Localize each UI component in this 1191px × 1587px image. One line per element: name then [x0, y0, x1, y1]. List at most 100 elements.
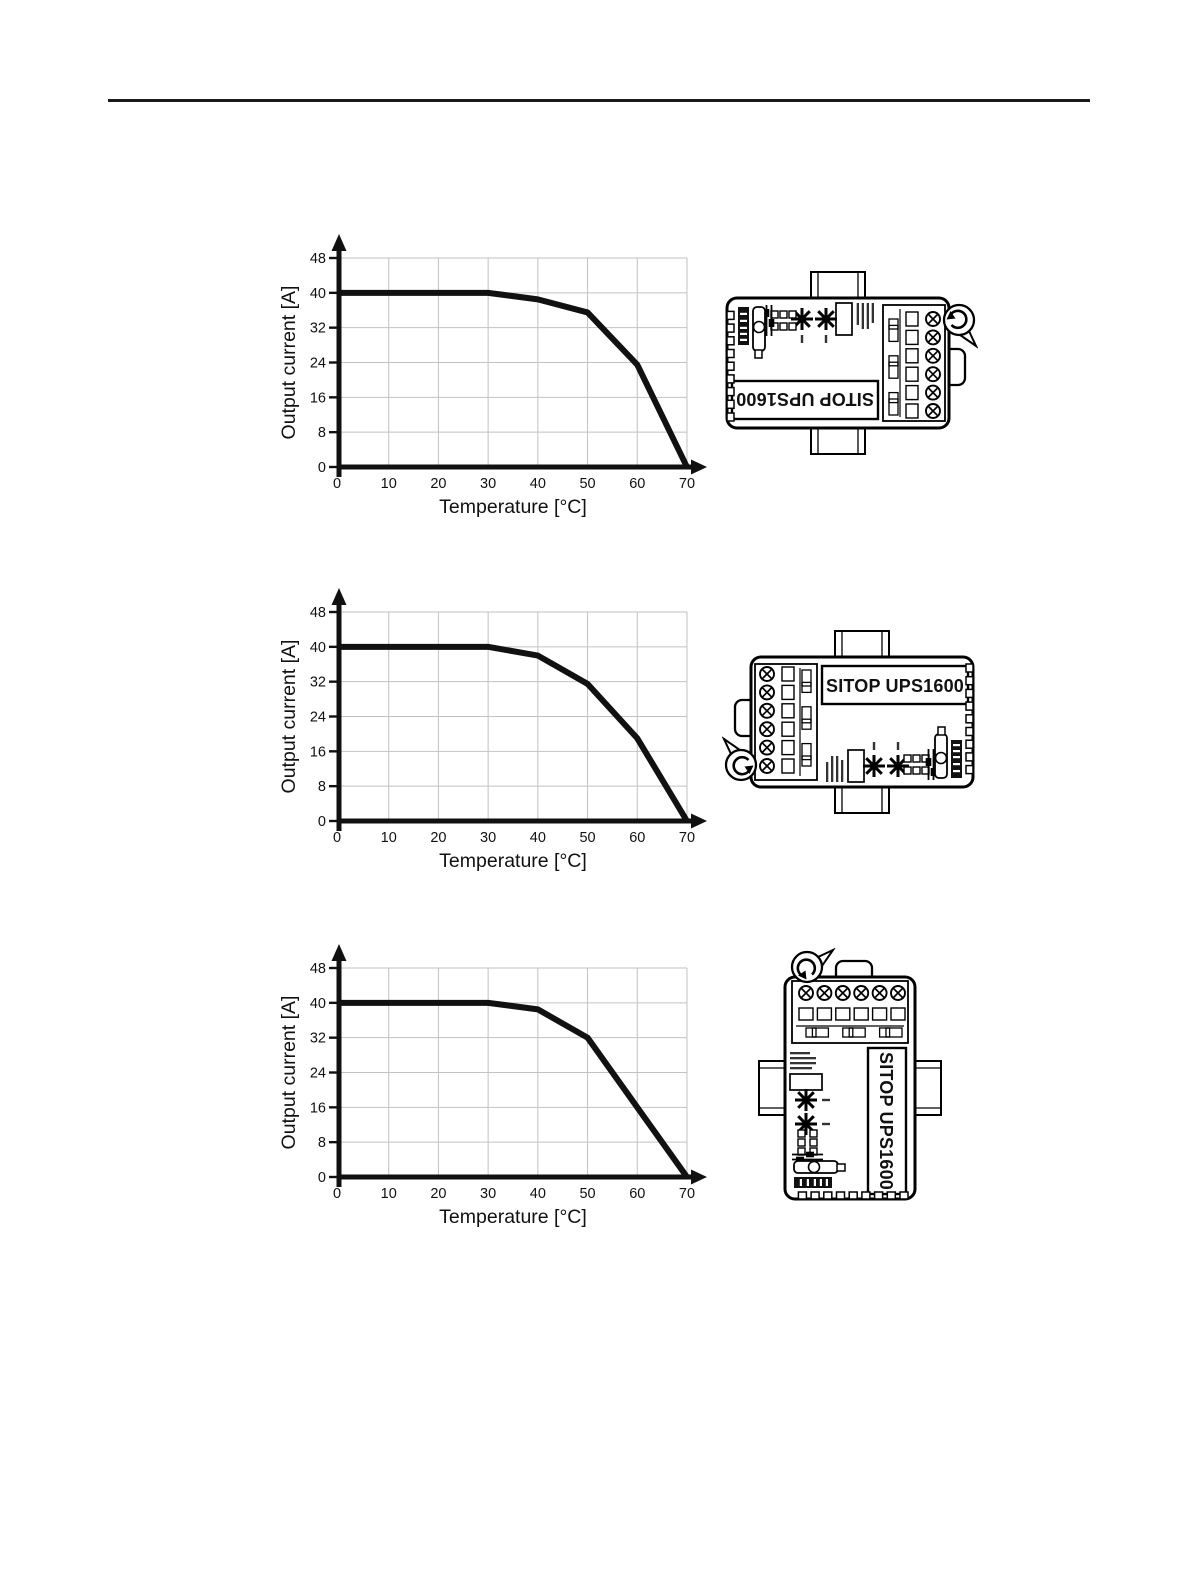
x-tick-label: 50	[579, 476, 595, 492]
barcode-gap	[813, 1179, 816, 1186]
x-tick-label: 30	[480, 1186, 496, 1202]
chart-grid	[339, 611, 688, 821]
screw-slot	[856, 987, 867, 999]
barcode-gap	[953, 770, 960, 773]
clamp-hook	[885, 1027, 903, 1038]
barcode-gap	[740, 326, 747, 329]
derating-chart-svg: 0 8 16 24 32 40 48 0 10 20 30 40 50 60 70 Temperature […	[280, 944, 707, 1228]
barcode-icon	[951, 740, 962, 778]
device-illustration-1: SITOP UPS1600	[698, 263, 978, 463]
clamp-hook	[888, 318, 899, 330]
slide-switch-knob	[806, 1151, 814, 1158]
barcode-gap	[740, 312, 747, 315]
screw-slot	[874, 987, 885, 999]
tiny-print-text	[790, 1062, 816, 1065]
clamp-hook	[842, 1027, 854, 1038]
y-tick-label: 32	[310, 675, 326, 691]
reset-slider-hole	[807, 1160, 821, 1174]
din-rail-clip	[834, 959, 874, 978]
chart-grid	[339, 967, 688, 1177]
print-cluster	[826, 726, 962, 783]
device-illustration-3: SITOP UPS1600	[750, 948, 950, 1228]
selector-spoke	[797, 1115, 815, 1133]
clamp-hook	[801, 718, 812, 730]
dip-switch-icon	[903, 754, 912, 763]
y-tick-label: 48	[310, 605, 326, 621]
tiny-print-text	[800, 335, 804, 343]
product-label: SITOP UPS1600	[826, 676, 964, 696]
clamp-slot	[905, 384, 919, 401]
screw-slot	[819, 987, 830, 999]
dip-switch-icon	[779, 322, 788, 331]
vent-slat	[835, 1191, 846, 1200]
x-tick-label: 60	[629, 476, 645, 492]
selector-spoke	[793, 310, 811, 328]
clamp-slot	[798, 1007, 814, 1021]
screw-slot	[837, 987, 848, 999]
clamp-hook	[888, 324, 899, 343]
vent-slat	[726, 361, 735, 371]
vent-slat	[726, 323, 735, 333]
x-tick-label: 20	[430, 830, 446, 846]
vent-slat	[726, 348, 735, 359]
slide-switch-knob	[768, 319, 775, 327]
clamp-hook	[801, 755, 812, 767]
terminal-block-frame	[754, 663, 818, 781]
tiny-print-text	[824, 335, 828, 343]
din-rail-clip	[948, 347, 967, 387]
screw-slot	[927, 405, 939, 417]
screw-slot	[927, 387, 939, 398]
clamp-slot	[781, 758, 795, 774]
rotation-arrow-icon	[942, 303, 978, 349]
clamp-hook	[801, 669, 812, 687]
product-label-box	[820, 664, 970, 706]
terminal-block	[882, 304, 946, 422]
clamp-hook	[801, 681, 812, 694]
y-tick-label: 40	[310, 640, 326, 656]
y-tick-label: 24	[310, 1066, 326, 1082]
barcode-gap	[953, 750, 960, 753]
barcode-gap	[953, 763, 960, 766]
badge-arrow-arc	[949, 309, 968, 330]
screw-slot	[761, 705, 773, 716]
spec-label-box	[835, 302, 853, 336]
clamp-slot	[853, 1007, 869, 1021]
clamp-slot	[871, 1007, 888, 1021]
tiny-print-text	[790, 1052, 810, 1055]
screw-slot	[761, 668, 773, 680]
reset-slider-notch	[937, 726, 946, 736]
x-tick-label: 20	[430, 1186, 446, 1202]
dip-switch-icon	[797, 1129, 806, 1138]
rotation-arrow-icon	[722, 736, 758, 782]
dip-switch-icon	[788, 310, 797, 319]
print-cluster	[738, 302, 874, 359]
x-axis-title: Temperature [°C]	[439, 496, 587, 518]
barcode-gap	[740, 338, 747, 341]
print-cluster	[789, 1052, 846, 1188]
x-tick-label: 40	[530, 1186, 546, 1202]
x-tick-label: 50	[579, 1186, 595, 1202]
barcode-gap	[740, 332, 747, 335]
x-tick-label: 0	[333, 830, 341, 846]
terminal-block-frame	[791, 980, 909, 1044]
badge-arrow-head	[744, 765, 754, 774]
rotary-selector-icon	[795, 1089, 817, 1111]
reset-slider-hole	[934, 751, 948, 765]
barcode-gap	[825, 1179, 828, 1186]
tiny-print-text	[841, 760, 844, 782]
x-tick-label: 30	[480, 830, 496, 846]
rotation-arrow-icon	[790, 948, 836, 984]
tiny-print-text	[861, 303, 864, 329]
tiny-print-text	[831, 756, 834, 782]
rotary-selector-icon	[887, 755, 909, 777]
selector-spoke	[865, 757, 883, 775]
x-tick-label: 10	[381, 476, 397, 492]
terminal-block	[791, 980, 909, 1044]
slide-switch-knob	[930, 768, 937, 776]
clamp-hook	[888, 355, 899, 367]
barcode-gap	[806, 1179, 809, 1186]
y-tick-label: 24	[310, 710, 326, 726]
clamp-hook	[878, 1027, 891, 1038]
vent-slat	[726, 336, 735, 346]
y-tick-label: 32	[310, 321, 326, 337]
